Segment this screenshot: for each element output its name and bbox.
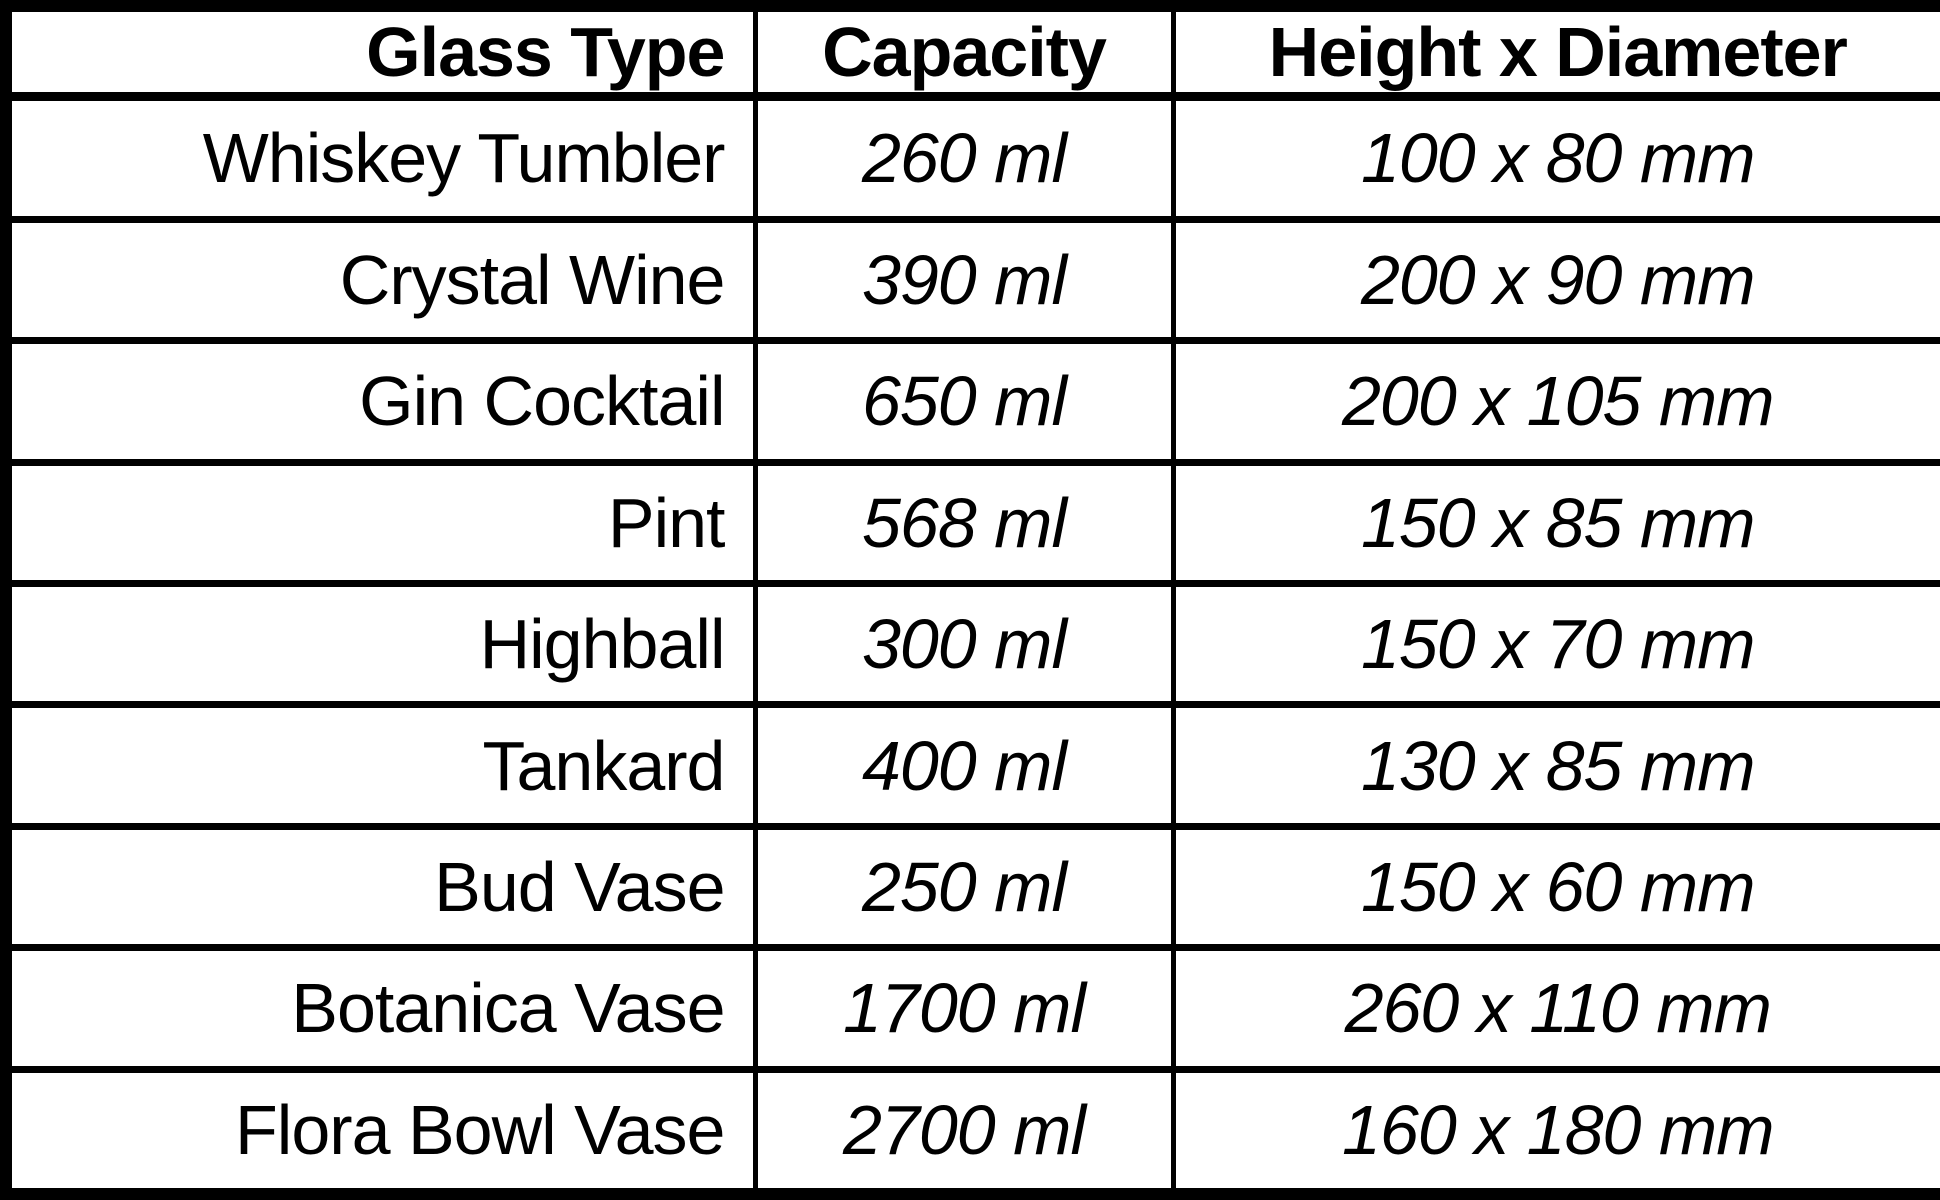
table-row: Crystal Wine 390 ml 200 x 90 mm [3,216,1940,344]
col-header-glass-type: Glass Type [3,3,758,99]
cell-dimensions: 150 x 60 mm [1170,823,1940,951]
col-header-capacity: Capacity [752,3,1176,99]
table-row: Gin Cocktail 650 ml 200 x 105 mm [3,338,1940,465]
table-row: Bud Vase 250 ml 150 x 60 mm [3,823,1940,951]
cell-capacity: 568 ml [752,459,1176,586]
cell-glass-type: Whiskey Tumbler [3,94,758,222]
cell-capacity: 2700 ml [752,1066,1176,1197]
table-row: Pint 568 ml 150 x 85 mm [3,459,1940,586]
table-row: Whiskey Tumbler 260 ml 100 x 80 mm [3,94,1940,222]
cell-dimensions: 200 x 105 mm [1170,338,1940,465]
cell-glass-type: Pint [3,459,758,586]
table-row: Flora Bowl Vase 2700 ml 160 x 180 mm [3,1066,1940,1197]
cell-dimensions: 150 x 85 mm [1170,459,1940,586]
cell-capacity: 250 ml [752,823,1176,951]
cell-glass-type: Gin Cocktail [3,338,758,465]
cell-dimensions: 100 x 80 mm [1170,94,1940,222]
cell-dimensions: 130 x 85 mm [1170,702,1940,829]
cell-dimensions: 200 x 90 mm [1170,216,1940,344]
cell-capacity: 260 ml [752,94,1176,222]
table-row: Tankard 400 ml 130 x 85 mm [3,702,1940,829]
cell-glass-type: Crystal Wine [3,216,758,344]
cell-glass-type: Tankard [3,702,758,829]
table-row: Highball 300 ml 150 x 70 mm [3,580,1940,708]
cell-dimensions: 150 x 70 mm [1170,580,1940,708]
cell-dimensions: 260 x 110 mm [1170,945,1940,1072]
header-row: Glass Type Capacity Height x Diameter [3,3,1940,99]
cell-capacity: 390 ml [752,216,1176,344]
cell-glass-type: Flora Bowl Vase [3,1066,758,1197]
cell-capacity: 650 ml [752,338,1176,465]
cell-capacity: 300 ml [752,580,1176,708]
table-row: Botanica Vase 1700 ml 260 x 110 mm [3,945,1940,1072]
cell-capacity: 400 ml [752,702,1176,829]
cell-dimensions: 160 x 180 mm [1170,1066,1940,1197]
cell-glass-type: Botanica Vase [3,945,758,1072]
col-header-height-diameter: Height x Diameter [1170,3,1940,99]
cell-glass-type: Highball [3,580,758,708]
cell-capacity: 1700 ml [752,945,1176,1072]
cell-glass-type: Bud Vase [3,823,758,951]
